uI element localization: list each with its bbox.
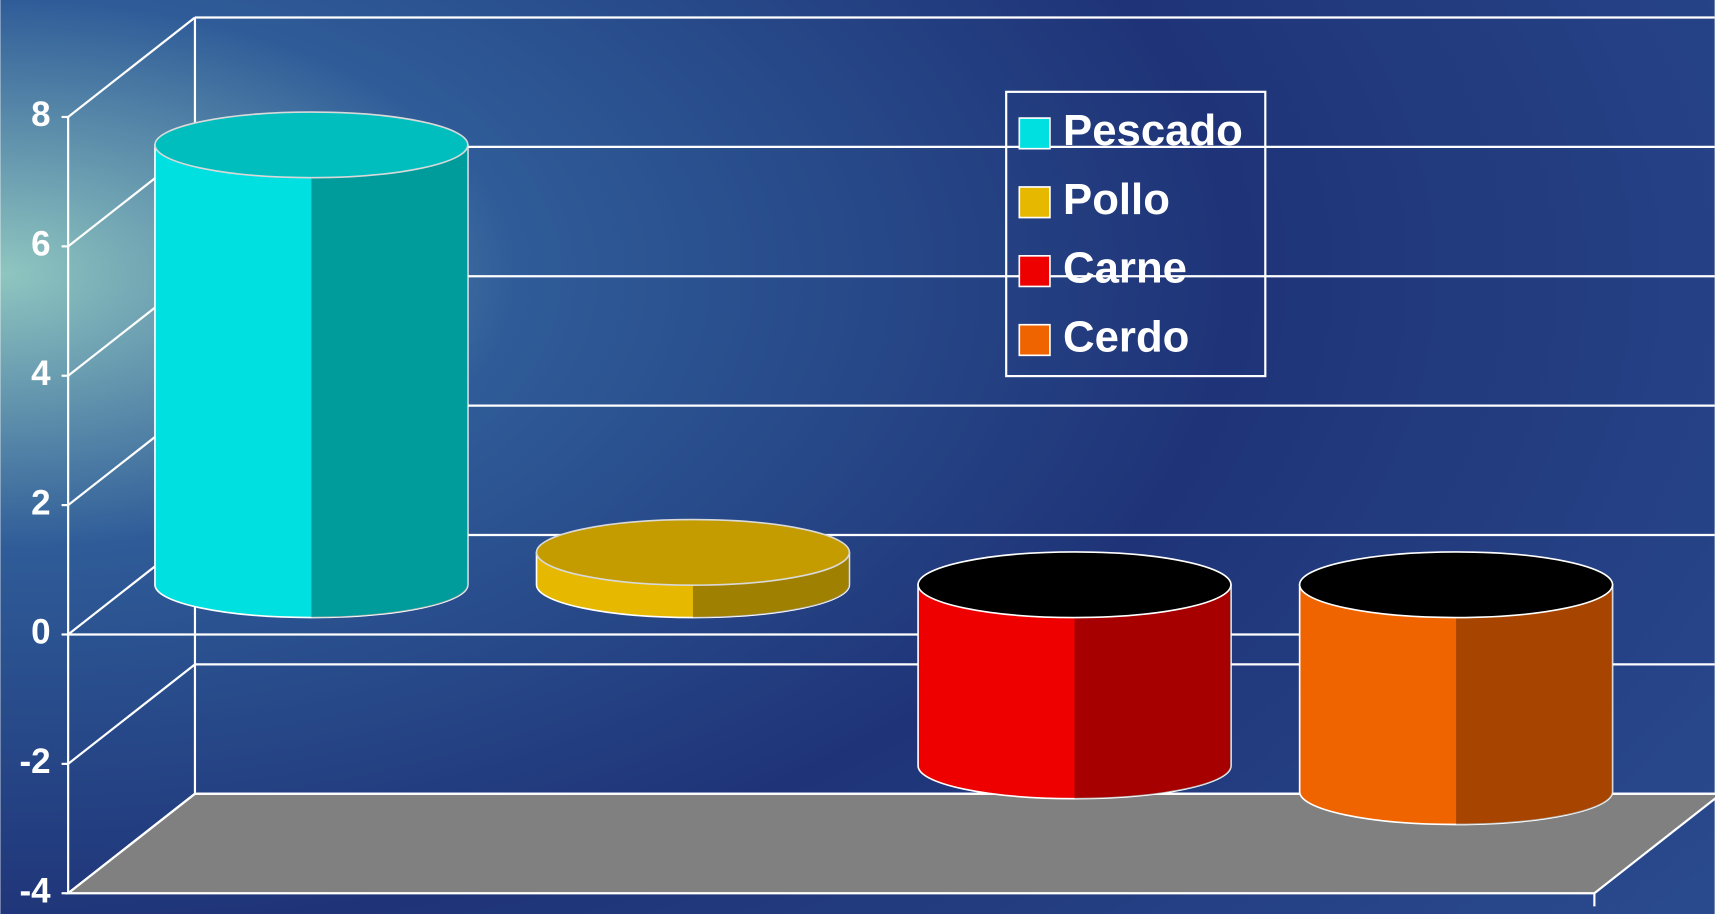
legend: Pescado Pollo Carne Cerdo	[1005, 90, 1267, 378]
legend-label: Pollo	[1063, 175, 1170, 224]
y-tick-label: -2	[20, 742, 51, 781]
bar-shade	[1456, 584, 1613, 825]
y-tick-label: -4	[20, 871, 52, 910]
legend-swatch	[1018, 117, 1051, 150]
y-tick-label: 4	[31, 354, 51, 393]
bar-cap	[535, 518, 851, 587]
legend-swatch	[1018, 186, 1051, 219]
y-tick-label: 2	[31, 483, 50, 522]
y-tick-label: 0	[31, 613, 50, 652]
bar-shade	[1074, 584, 1231, 799]
bar-cap	[1298, 551, 1614, 619]
legend-label: Cerdo	[1063, 313, 1189, 362]
legend-swatch	[1018, 255, 1051, 288]
bar-cap	[154, 111, 469, 179]
bar-cap	[917, 551, 1232, 619]
bar	[154, 144, 469, 619]
y-tick-label: 6	[31, 225, 50, 264]
bar	[1298, 583, 1614, 826]
bar	[917, 583, 1232, 800]
legend-box	[1005, 90, 1267, 378]
side-grid-line	[67, 16, 196, 118]
side-grid-line	[67, 663, 196, 765]
y-tick-label: 8	[31, 95, 50, 134]
bar-shade	[311, 144, 468, 618]
side-grid-line	[67, 792, 196, 895]
legend-swatch	[1018, 323, 1051, 357]
legend-label: Carne	[1063, 244, 1187, 293]
plot-area: -4 -2 0 2 4 6 8	[20, 16, 1715, 910]
legend-label: Pescado	[1063, 106, 1243, 155]
